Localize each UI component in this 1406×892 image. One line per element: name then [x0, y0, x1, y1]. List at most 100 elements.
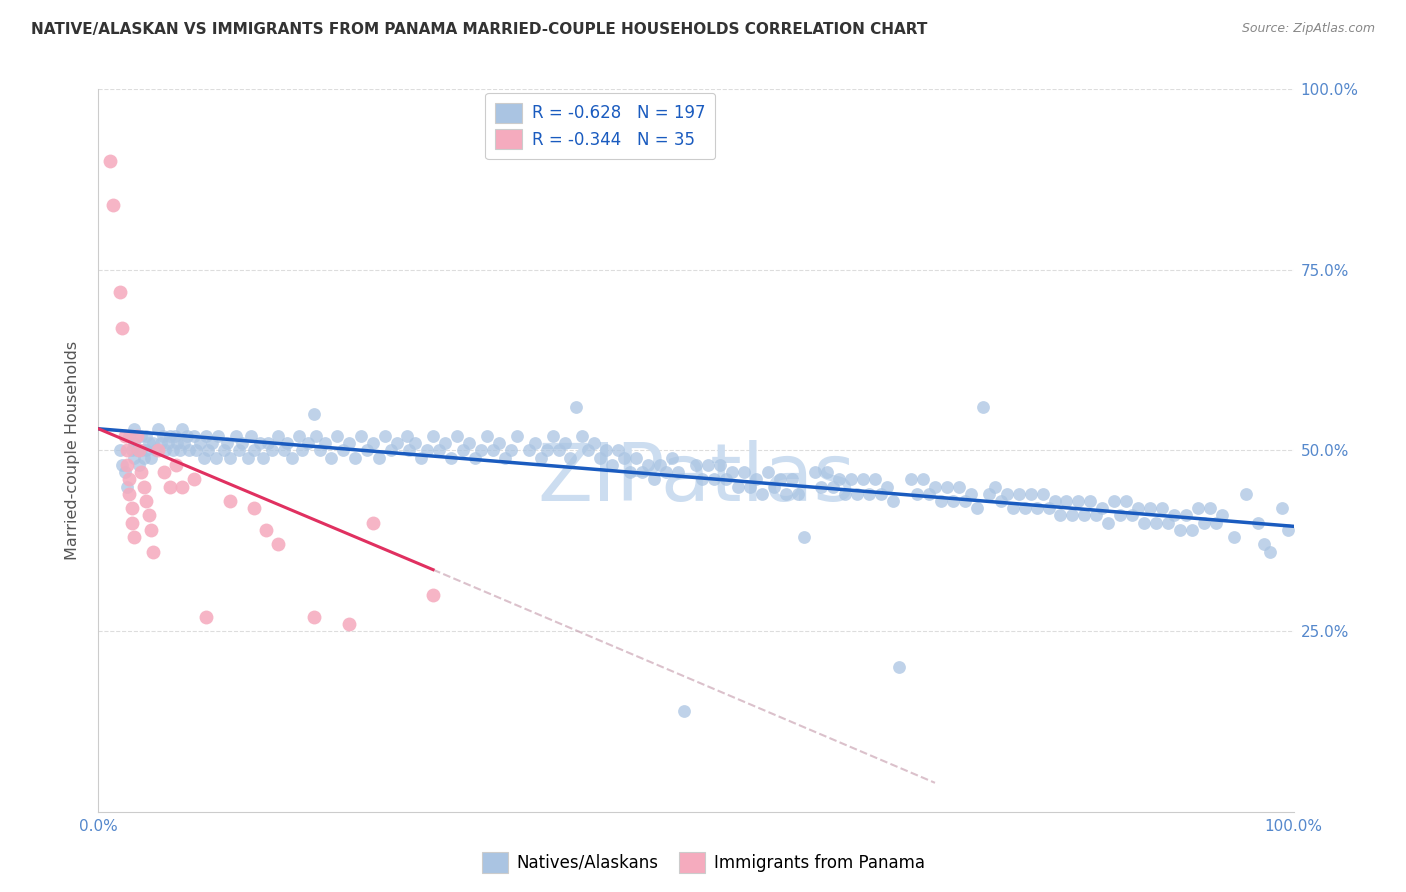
Point	[339, 436, 361, 450]
Point	[690, 472, 713, 486]
Point	[1104, 494, 1126, 508]
Point	[1001, 501, 1024, 516]
Point	[243, 443, 266, 458]
Point	[613, 450, 636, 465]
Point	[541, 429, 564, 443]
Point	[124, 450, 146, 465]
Point	[823, 480, 845, 494]
Point	[1019, 487, 1042, 501]
Point	[673, 704, 696, 718]
Point	[648, 458, 672, 472]
Point	[139, 523, 162, 537]
Point	[703, 472, 725, 486]
Point	[1175, 508, 1198, 523]
Point	[356, 443, 378, 458]
Point	[179, 443, 201, 458]
Point	[114, 429, 136, 443]
Point	[124, 530, 146, 544]
Point	[571, 429, 593, 443]
Point	[727, 480, 749, 494]
Point	[475, 429, 498, 443]
Point	[889, 660, 911, 674]
Point	[1139, 501, 1161, 516]
Point	[225, 429, 247, 443]
Point	[464, 450, 486, 465]
Point	[267, 537, 290, 551]
Point	[595, 443, 617, 458]
Point	[1128, 501, 1150, 516]
Point	[186, 443, 208, 458]
Point	[666, 465, 689, 479]
Point	[499, 443, 522, 458]
Point	[297, 436, 319, 450]
Point	[966, 501, 988, 516]
Point	[149, 436, 172, 450]
Point	[786, 487, 808, 501]
Point	[583, 436, 606, 450]
Point	[395, 429, 418, 443]
Point	[1271, 501, 1294, 516]
Point	[1085, 508, 1108, 523]
Point	[1144, 516, 1167, 530]
Point	[243, 501, 266, 516]
Point	[422, 588, 444, 602]
Point	[125, 429, 148, 443]
Point	[135, 494, 157, 508]
Point	[1199, 501, 1222, 516]
Point	[1258, 544, 1281, 558]
Point	[240, 429, 263, 443]
Point	[166, 436, 188, 450]
Point	[124, 436, 146, 450]
Point	[446, 429, 468, 443]
Point	[1211, 508, 1233, 523]
Point	[302, 609, 325, 624]
Point	[118, 429, 141, 443]
Point	[212, 443, 235, 458]
Point	[1205, 516, 1227, 530]
Point	[368, 450, 391, 465]
Point	[326, 429, 349, 443]
Point	[1223, 530, 1246, 544]
Point	[865, 472, 887, 486]
Point	[115, 443, 138, 458]
Point	[115, 458, 138, 472]
Point	[990, 494, 1012, 508]
Point	[135, 443, 157, 458]
Point	[162, 443, 184, 458]
Point	[142, 436, 165, 450]
Point	[252, 450, 274, 465]
Point	[118, 487, 141, 501]
Point	[172, 480, 194, 494]
Point	[131, 429, 153, 443]
Point	[440, 450, 463, 465]
Point	[308, 443, 330, 458]
Point	[276, 436, 298, 450]
Point	[1008, 487, 1031, 501]
Point	[404, 436, 426, 450]
Point	[132, 480, 155, 494]
Point	[411, 450, 433, 465]
Point	[972, 400, 994, 414]
Point	[1187, 501, 1209, 516]
Point	[834, 487, 856, 501]
Point	[451, 443, 474, 458]
Point	[775, 487, 797, 501]
Point	[344, 450, 367, 465]
Text: Source: ZipAtlas.com: Source: ZipAtlas.com	[1241, 22, 1375, 36]
Point	[254, 523, 277, 537]
Point	[607, 443, 630, 458]
Point	[385, 436, 409, 450]
Point	[733, 465, 755, 479]
Point	[131, 465, 153, 479]
Point	[363, 436, 385, 450]
Point	[936, 480, 959, 494]
Point	[321, 450, 343, 465]
Point	[434, 436, 457, 450]
Point	[273, 443, 295, 458]
Point	[101, 198, 124, 212]
Point	[578, 443, 600, 458]
Point	[231, 436, 253, 450]
Point	[114, 465, 136, 479]
Point	[121, 443, 143, 458]
Point	[918, 487, 941, 501]
